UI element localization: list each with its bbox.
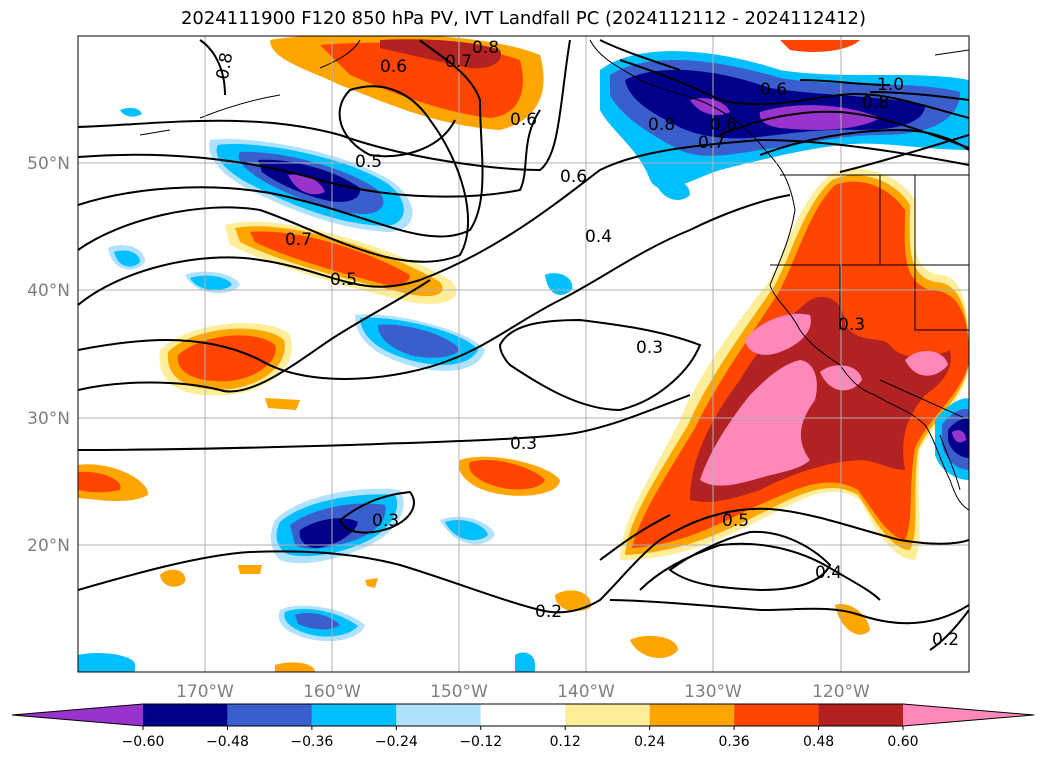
contour-label: 0.3 xyxy=(510,434,537,454)
contour-label: 0.5 xyxy=(330,270,357,290)
contour-label: 0.6 xyxy=(560,167,587,187)
colorbar-segment xyxy=(311,704,397,726)
colorbar-tick-label: 0.48 xyxy=(803,734,834,750)
contour-label: 0.4 xyxy=(585,227,612,247)
map-frame xyxy=(77,35,970,673)
lat-tick-label: 50°N xyxy=(27,154,70,174)
colorbar-tick-label: −0.48 xyxy=(206,734,249,750)
lat-tick-labels: 50°N 40°N 30°N 20°N xyxy=(27,154,70,556)
lon-tick-labels: 170°W 160°W 150°W 140°W 130°W 120°W xyxy=(176,682,870,702)
contour-label: 0.4 xyxy=(815,563,842,583)
colorbar-segment xyxy=(480,704,566,726)
colorbar-tick-label: 0.12 xyxy=(550,734,581,750)
lon-tick-label: 170°W xyxy=(176,682,234,702)
contour-label: 0.8 xyxy=(472,38,499,58)
colorbar: −0.60 −0.48 −0.36 −0.24 −0.12 0.12 0.24 0.36 0.4… xyxy=(11,703,1035,750)
contour-label: 0.8 xyxy=(862,93,889,113)
colorbar-tick-label: −0.12 xyxy=(459,734,502,750)
colorbar-tick-label: −0.60 xyxy=(122,734,165,750)
colorbar-tick-label: −0.24 xyxy=(375,734,418,750)
coastlines xyxy=(139,39,969,511)
contour-label: 0.6 xyxy=(510,110,537,130)
contour-label: 1.0 xyxy=(877,75,904,95)
contour-label: 0.2 xyxy=(932,630,959,650)
lon-tick-label: 130°W xyxy=(684,682,742,702)
ivt-contours xyxy=(78,39,969,651)
colorbar-segment xyxy=(227,704,312,726)
contour-label: 0.2 xyxy=(535,602,562,622)
lon-tick-label: 140°W xyxy=(557,682,615,702)
lat-tick-label: 20°N xyxy=(27,536,70,556)
contour-label: 0.5 xyxy=(722,511,749,531)
map-title: 2024111900 F120 850 hPa PV, IVT Landfall… xyxy=(180,8,867,29)
gridlines xyxy=(78,36,969,672)
contour-label: 0.3 xyxy=(636,338,663,358)
contour-label: 0.3 xyxy=(838,315,865,335)
colorbar-segment xyxy=(565,704,650,726)
lat-tick-label: 30°N xyxy=(27,409,70,429)
contour-label: 0.6 xyxy=(760,80,787,100)
colorbar-segment xyxy=(396,704,481,726)
contour-label: 0.5 xyxy=(355,152,382,172)
contour-label: 0.7 xyxy=(285,230,312,250)
colorbar-tick-label: 0.24 xyxy=(634,734,665,750)
lon-tick-label: 120°W xyxy=(812,682,870,702)
contour-label: 0.8 xyxy=(648,115,675,135)
contour-label: 0.6 xyxy=(380,57,407,77)
colorbar-segment xyxy=(903,704,1034,726)
contour-label: 0.3 xyxy=(372,511,399,531)
contour-label: 0.8 xyxy=(213,51,237,81)
contour-label: 0.7 xyxy=(698,133,725,153)
colorbar-segment xyxy=(818,704,903,726)
lon-tick-label: 160°W xyxy=(303,682,361,702)
colorbar-segment xyxy=(649,704,735,726)
contour-label: 0.6 xyxy=(710,115,737,135)
colorbar-tick-label: −0.36 xyxy=(290,734,333,750)
colorbar-tick-label: 0.36 xyxy=(719,734,750,750)
contour-labels: 0.8 0.6 0.7 0.8 0.6 0.5 0.7 0.5 0.6 0.4 … xyxy=(213,38,959,650)
colorbar-tick-label: 0.60 xyxy=(887,734,918,750)
colorbar-segment xyxy=(12,704,143,726)
contour-label: 0.7 xyxy=(445,52,472,72)
colorbar-segment xyxy=(734,704,819,726)
lon-tick-label: 150°W xyxy=(430,682,488,702)
map-panel: 0.8 0.6 0.7 0.8 0.6 0.5 0.7 0.5 0.6 0.4 … xyxy=(78,36,969,672)
lat-tick-label: 40°N xyxy=(27,281,70,301)
colorbar-segment xyxy=(143,704,228,726)
